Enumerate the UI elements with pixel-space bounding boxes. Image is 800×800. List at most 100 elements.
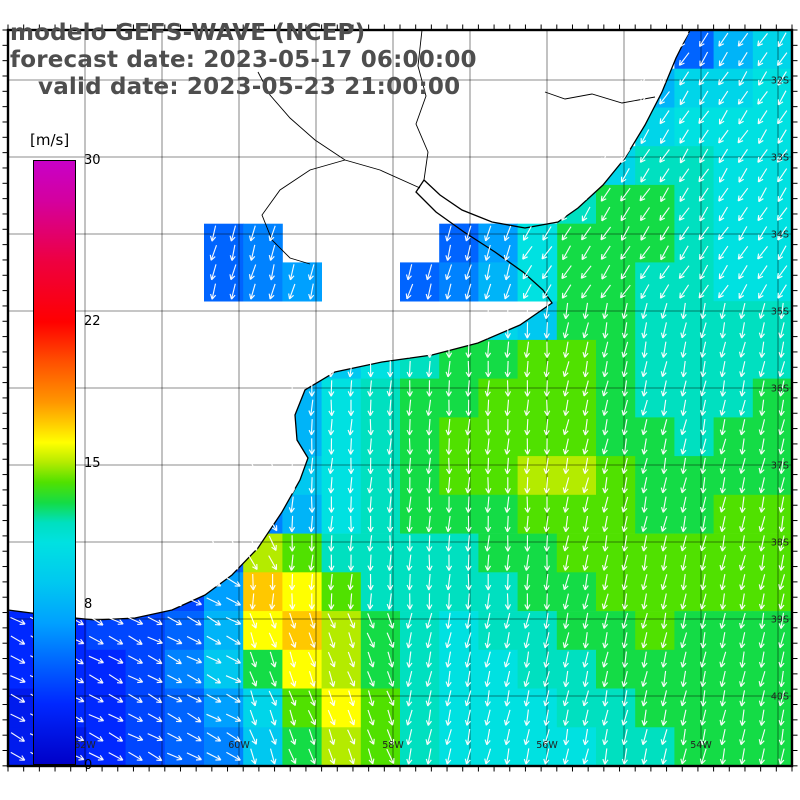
wind-speed-cell	[478, 378, 518, 418]
wind-speed-cell	[517, 417, 558, 457]
wind-arrow	[327, 573, 335, 591]
wind-arrow	[680, 554, 687, 571]
wind-arrow	[757, 52, 768, 67]
wind-arrow	[562, 651, 569, 668]
wind-arrow	[700, 554, 707, 571]
valid-date: valid date: 2023-05-23 21:00:00	[38, 74, 461, 100]
wind-speed-cell	[752, 494, 793, 534]
wind-speed-cell	[596, 727, 636, 767]
wind-arrow	[739, 690, 746, 707]
wind-speed-cell	[360, 494, 401, 534]
wind-speed-cell	[321, 649, 362, 689]
wind-arrow	[445, 419, 452, 436]
wind-arrow	[659, 226, 670, 241]
wind-arrow	[719, 419, 726, 436]
wind-arrow	[465, 380, 472, 397]
wind-speed-cell	[321, 688, 362, 728]
wind-arrow	[562, 477, 570, 494]
wind-arrow	[778, 380, 785, 397]
wind-speed-cell	[556, 301, 597, 341]
wind-arrow	[621, 709, 629, 726]
wind-arrow	[777, 32, 787, 48]
wind-arrow	[659, 91, 670, 105]
wind-arrow	[206, 655, 222, 664]
wind-speed-cell	[713, 223, 754, 263]
wind-arrow	[776, 149, 788, 163]
coastline	[7, 29, 692, 621]
wind-speed-cell	[596, 649, 636, 689]
wind-speed-cell	[596, 378, 636, 418]
wind-arrow	[464, 244, 471, 261]
wind-arrow	[288, 399, 295, 417]
wind-arrow	[699, 264, 709, 280]
wind-arrow	[524, 360, 531, 378]
wind-arrow	[562, 574, 570, 591]
wind-arrow	[425, 748, 432, 765]
wind-arrow	[328, 729, 336, 746]
wind-arrow	[127, 733, 144, 742]
wind-arrow	[739, 438, 746, 455]
longitude-label: 60W	[228, 740, 250, 751]
wind-arrow	[698, 226, 709, 241]
wind-arrow	[523, 284, 532, 299]
wind-arrow	[127, 675, 144, 684]
wind-arrow	[739, 419, 746, 436]
wind-speed-cell	[478, 494, 518, 534]
wind-arrow	[327, 515, 335, 533]
wind-speed-cell	[635, 572, 675, 612]
wind-speed-cell	[713, 378, 754, 418]
wind-arrow	[348, 690, 355, 707]
wind-arrow	[465, 728, 472, 746]
wind-arrow	[561, 207, 572, 221]
wind-arrow	[209, 536, 219, 551]
wind-arrow	[367, 748, 375, 765]
wind-speed-cell	[400, 649, 440, 689]
wind-speed-cell	[556, 494, 597, 534]
wind-arrow	[484, 283, 492, 300]
wind-arrow	[543, 477, 550, 494]
wind-arrow	[563, 302, 570, 320]
wind-arrow	[641, 457, 648, 474]
wind-arrow	[621, 535, 628, 552]
wind-arrow	[523, 632, 530, 649]
wind-arrow	[777, 187, 787, 203]
wind-speed-cell	[400, 494, 440, 534]
wind-arrow	[367, 380, 374, 397]
wind-arrow	[465, 360, 472, 378]
wind-arrow	[758, 671, 766, 687]
wind-speed-cell	[596, 301, 636, 341]
wind-arrow	[639, 245, 651, 260]
wind-arrow	[249, 593, 256, 610]
wind-arrow	[187, 712, 202, 723]
wind-arrow	[543, 632, 550, 649]
wind-arrow	[147, 636, 163, 645]
wind-arrow	[582, 380, 589, 397]
wind-arrow	[562, 535, 570, 552]
wind-arrow	[718, 206, 728, 222]
wind-arrow	[739, 399, 746, 416]
wind-arrow	[659, 71, 670, 86]
wind-speed-cell	[556, 417, 597, 457]
wind-arrow	[680, 574, 687, 591]
wind-arrow	[739, 748, 746, 765]
wind-arrow	[308, 535, 315, 552]
wind-arrow	[680, 651, 687, 668]
wind-arrow	[269, 709, 277, 726]
wind-arrow	[250, 690, 257, 707]
wind-arrow	[562, 322, 570, 339]
wind-speed-cell	[478, 262, 518, 302]
latitude-label: 36S	[771, 384, 789, 395]
wind-speed-cell	[674, 378, 714, 418]
wind-arrow	[386, 632, 395, 648]
wind-arrow	[406, 573, 413, 591]
wind-arrow	[759, 709, 766, 726]
wind-arrow	[737, 148, 748, 164]
wind-arrow	[504, 419, 511, 436]
wind-arrow	[719, 380, 727, 397]
wind-arrow	[386, 671, 395, 687]
wind-arrow	[464, 283, 472, 300]
wind-speed-cell	[752, 146, 793, 186]
wind-arrow	[405, 709, 413, 726]
wind-speed-cell	[517, 494, 558, 534]
wind-arrow	[425, 399, 432, 416]
